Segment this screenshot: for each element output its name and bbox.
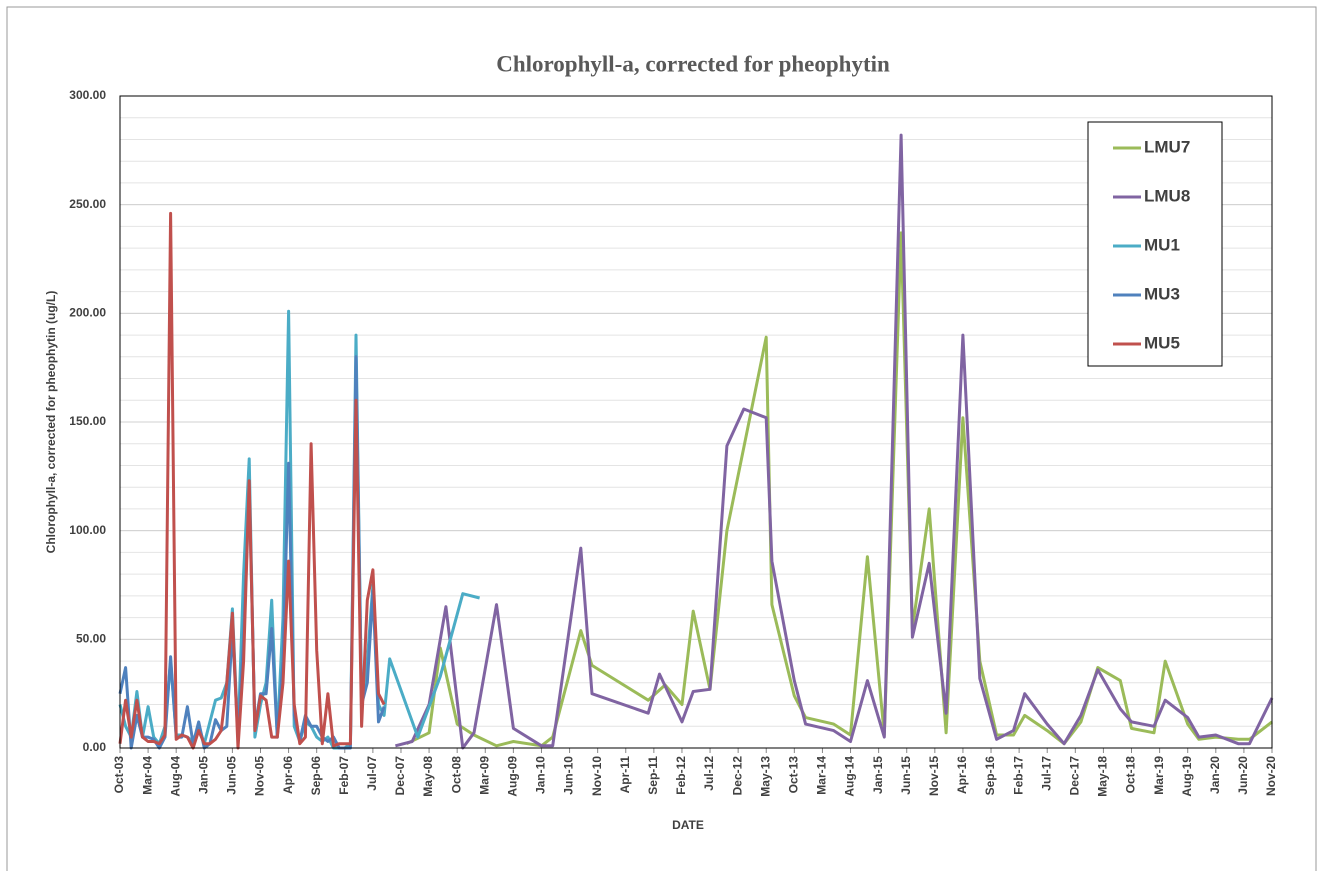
series-line: [405, 231, 1273, 748]
x-tick-label: Nov-20: [1264, 756, 1278, 796]
series-line: [118, 211, 386, 750]
x-tick-label: Jun-05: [225, 756, 239, 795]
x-tick-label: Dec-07: [393, 756, 407, 796]
x-tick-label: Oct-08: [449, 756, 463, 794]
x-tick-label: Jun-10: [562, 756, 576, 795]
x-tick-label: Dec-12: [730, 756, 744, 796]
y-tick-label: 250.00: [69, 197, 106, 211]
legend-label: LMU8: [1144, 186, 1190, 205]
plot-border: [119, 95, 1273, 749]
x-tick-label: Nov-10: [590, 756, 604, 796]
x-tick-label: Mar-04: [140, 756, 154, 795]
legend-label: LMU7: [1144, 137, 1190, 156]
x-tick-label: May-08: [421, 756, 435, 797]
legend-label: MU3: [1144, 284, 1180, 303]
y-tick-label: 100.00: [69, 523, 106, 537]
chart-title: Chlorophyll-a, corrected for pheophytin: [496, 51, 890, 76]
plot-lines: [118, 133, 1274, 750]
legend-label: MU5: [1144, 333, 1180, 352]
y-tick-label: 50.00: [76, 632, 106, 646]
x-tick-label: May-13: [758, 756, 772, 797]
x-tick-label: Sep-06: [309, 756, 323, 796]
x-tick-label: Aug-04: [168, 756, 182, 797]
x-tick-label: Jul-12: [702, 756, 716, 791]
x-tick-label: Nov-15: [927, 756, 941, 796]
x-tick-label: Jan-10: [534, 756, 548, 794]
y-tick-label: 200.00: [69, 306, 106, 320]
x-tick-label: Oct-03: [112, 756, 126, 794]
x-tick-label: Mar-09: [477, 756, 491, 795]
x-tick-label: Feb-12: [674, 756, 688, 795]
legend-label: MU1: [1144, 235, 1180, 254]
x-tick-label: Oct-13: [787, 756, 801, 794]
x-tick-label: Jan-20: [1208, 756, 1222, 794]
x-tick-label: Aug-09: [506, 756, 520, 797]
x-tick-label: Aug-19: [1180, 756, 1194, 797]
x-tick-label: Jun-15: [899, 756, 913, 795]
series-line: [395, 133, 1274, 750]
x-tick-label: Sep-11: [646, 756, 660, 795]
x-tick-label: Jul-17: [1039, 756, 1053, 791]
x-axis-label: DATE: [672, 818, 704, 832]
x-tick-label: Feb-17: [1011, 756, 1025, 795]
x-tick-label: Apr-16: [955, 756, 969, 794]
x-tick-label: Feb-07: [337, 756, 351, 795]
x-tick-label: Mar-19: [1152, 756, 1166, 795]
y-axis-label: Chlorophyll-a, corrected for pheophytin …: [44, 291, 58, 554]
grid: [119, 95, 1273, 753]
legend: LMU7 LMU8 MU1 MU3 MU5: [1113, 137, 1190, 352]
x-tick-label: Apr-11: [618, 756, 632, 794]
x-tick-label: Jun-20: [1236, 756, 1250, 795]
x-tick-label: May-18: [1096, 756, 1110, 797]
x-tick-label: Jan-05: [196, 756, 210, 794]
x-tick-label: Sep-16: [983, 756, 997, 796]
x-tick-label: Apr-06: [281, 756, 295, 794]
y-tick-label: 0.00: [83, 740, 107, 754]
x-tick-label: Jul-07: [365, 756, 379, 791]
legend-box: [1087, 121, 1223, 367]
x-tick-label: Oct-18: [1124, 756, 1138, 794]
y-tick-label: 300.00: [69, 88, 106, 102]
x-tick-label: Dec-17: [1067, 756, 1081, 796]
x-tick-label: Mar-14: [815, 756, 829, 795]
x-tick-label: Jan-15: [871, 756, 885, 794]
y-tick-label: 150.00: [69, 414, 106, 428]
x-tick-label: Aug-14: [843, 756, 857, 797]
x-tick-label: Nov-05: [253, 756, 267, 796]
